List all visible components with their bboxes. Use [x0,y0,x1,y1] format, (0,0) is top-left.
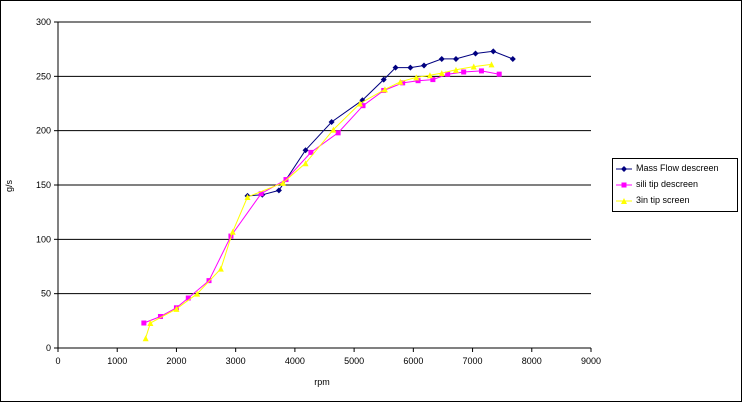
data-point-triangle [194,290,201,297]
data-point-square [415,78,421,84]
data-point-triangle [330,126,337,133]
x-tick-label: 5000 [344,356,364,366]
series-line [143,70,500,324]
legend-item-mass-flow-descreen: Mass Flow descreen [613,161,737,177]
data-point-triangle [452,66,459,73]
data-point-square [141,320,147,326]
data-point-square [400,80,406,86]
data-point-triangle [413,74,420,81]
legend-item-sili-tip-descreen: sili tip descreen [613,177,737,193]
y-tick-label: 200 [36,126,51,136]
data-point-triangle [280,179,287,186]
series [141,48,516,342]
data-point-triangle [426,72,433,79]
x-tick-label: 3000 [226,356,246,366]
data-point-square [445,71,451,77]
data-point-triangle [142,335,149,342]
y-tick-label: 250 [36,71,51,81]
legend: Mass Flow descreen sili tip descreen 3in… [612,158,738,212]
x-tick-label: 7000 [463,356,483,366]
legend-item-3in-tip-screen: 3in tip screen [613,193,737,209]
gridlines [58,21,591,295]
data-point-triangle [244,193,251,200]
data-point-triangle [397,78,404,85]
data-point-triangle [470,63,477,70]
data-point-diamond [380,76,387,83]
x-tick-label: 0 [55,356,60,366]
data-point-square [360,103,366,109]
data-point-triangle [229,228,236,235]
series-line [145,63,492,339]
data-point-diamond [472,50,479,57]
data-point-square [430,77,436,83]
data-point-square [185,295,191,301]
legend-label: sili tip descreen [636,179,699,189]
data-point-square [461,69,467,75]
data-point-diamond [392,64,399,71]
data-point-triangle [147,320,154,327]
x-tick-label: 6000 [403,356,423,366]
y-axis-label: g/s [4,180,14,193]
data-point-square [157,313,163,319]
data-point-triangle [357,100,364,107]
legend-label: Mass Flow descreen [636,163,719,173]
series-line [247,50,513,197]
series-1 [141,68,502,326]
data-point-diamond [509,55,516,62]
data-point-triangle [438,70,445,77]
legend-swatch-triangle [616,198,632,204]
data-point-square [258,191,264,197]
x-tick-label: 1000 [107,356,127,366]
data-point-diamond [452,55,459,62]
y-tick-label: 150 [36,180,51,190]
data-point-diamond [490,48,497,55]
x-axis-label: rpm [314,377,330,387]
data-point-square [308,149,314,155]
data-point-triangle [173,305,180,312]
y-tick-label: 300 [36,17,51,27]
series-2 [142,61,495,342]
legend-swatch-diamond [616,166,632,172]
data-point-diamond [420,62,427,69]
data-point-triangle [302,160,309,167]
data-point-diamond [275,187,282,194]
x-tick-label: 4000 [285,356,305,366]
x-tick-label: 2000 [166,356,186,366]
data-point-diamond [328,118,335,125]
y-tick-label: 100 [36,234,51,244]
data-point-triangle [381,86,388,93]
data-point-square [478,68,484,74]
data-point-diamond [407,64,414,71]
y-tick-label: 50 [41,289,51,299]
x-tick-label: 9000 [581,356,601,366]
axes [54,21,592,352]
data-point-square [496,71,502,77]
legend-label: 3in tip screen [636,195,690,205]
legend-swatch-square [616,182,632,188]
data-point-triangle [217,265,224,272]
y-tick-label: 0 [46,343,51,353]
data-point-diamond [438,55,445,62]
data-point-square [335,130,341,136]
data-point-diamond [302,147,309,154]
data-point-triangle [488,61,495,68]
x-tick-label: 8000 [522,356,542,366]
